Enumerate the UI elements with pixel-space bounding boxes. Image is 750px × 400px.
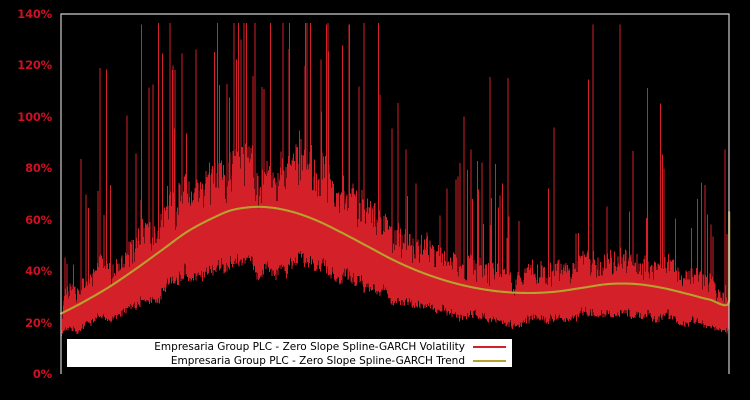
y-axis-tick-label: 20% (25, 315, 52, 330)
y-axis-tick-label: 100% (17, 109, 52, 124)
legend-swatch-trend (473, 360, 506, 362)
legend-label-volatility: Empresaria Group PLC - Zero Slope Spline… (154, 340, 465, 353)
legend-entry-volatility: Empresaria Group PLC - Zero Slope Spline… (67, 340, 512, 354)
y-axis-tick-label: 40% (25, 264, 52, 279)
legend-label-trend: Empresaria Group PLC - Zero Slope Spline… (170, 354, 465, 367)
y-axis-tick-label: 120% (17, 58, 52, 73)
y-axis-tick-label: 80% (25, 161, 52, 176)
axes-spines (60, 13, 730, 374)
trend-line (59, 205, 731, 315)
y-axis-tick-label: 60% (25, 212, 52, 227)
y-axis-tick-label: 0% (32, 367, 52, 381)
chart-legend: Empresaria Group PLC - Zero Slope Spline… (66, 338, 513, 368)
legend-entry-trend: Empresaria Group PLC - Zero Slope Spline… (67, 354, 512, 368)
y-axis-tick-label: 140% (17, 7, 52, 21)
legend-swatch-volatility (473, 346, 506, 348)
